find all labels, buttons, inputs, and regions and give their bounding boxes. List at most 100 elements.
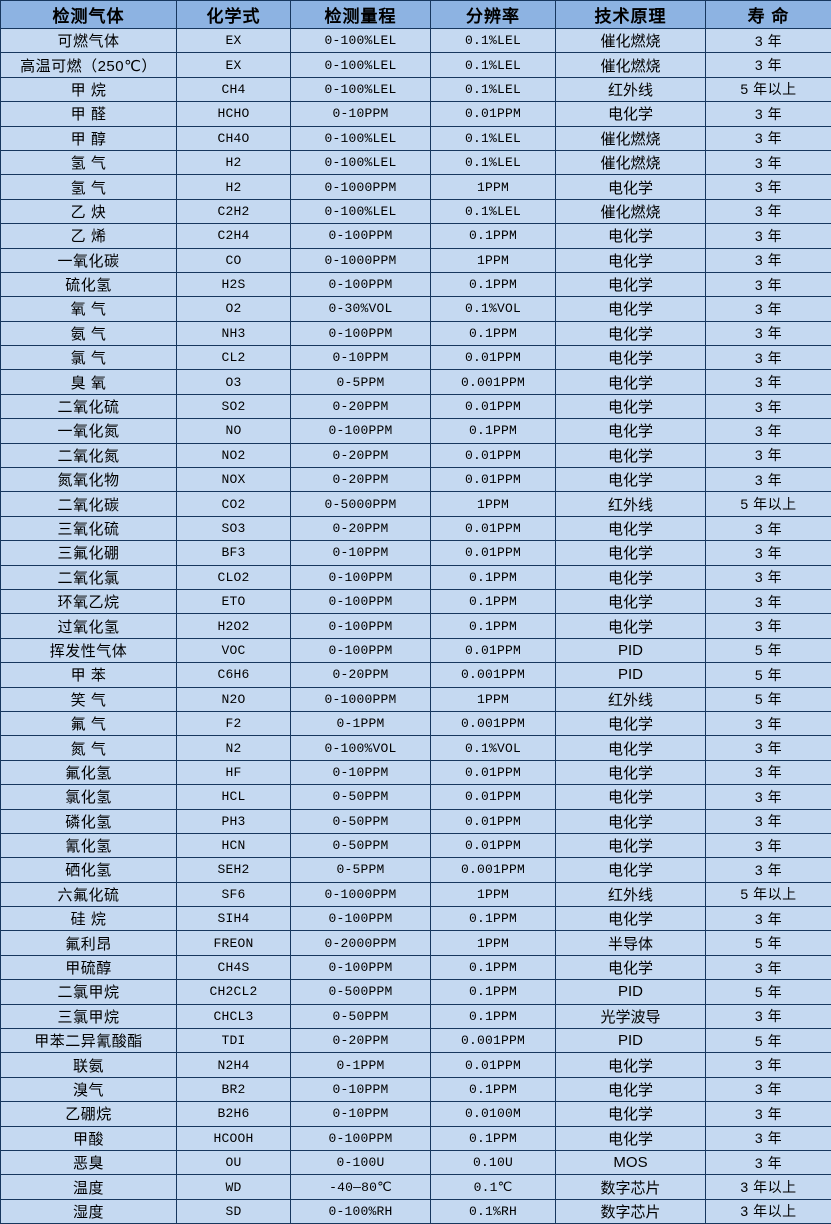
cell-resolution: 0.01PPM [431,541,556,565]
cell-technology-principle: MOS [556,1150,706,1174]
cell-detection-range: 0-100%LEL [291,53,431,77]
cell-detection-range: -40—80℃ [291,1175,431,1199]
cell-gas-name: 高温可燃（250℃） [1,53,177,77]
cell-resolution: 0.1%VOL [431,736,556,760]
cell-gas-name: 氰化氢 [1,833,177,857]
cell-chemical-formula: HCOOH [177,1126,291,1150]
cell-lifespan: 3 年以上 [706,1175,831,1199]
cell-lifespan: 3 年 [706,346,831,370]
cell-technology-principle: 电化学 [556,468,706,492]
cell-lifespan: 3 年 [706,1053,831,1077]
cell-lifespan: 3 年 [706,224,831,248]
cell-chemical-formula: C2H4 [177,224,291,248]
cell-detection-range: 0-50PPM [291,785,431,809]
cell-resolution: 0.001PPM [431,858,556,882]
cell-gas-name: 三氧化硫 [1,516,177,540]
cell-resolution: 0.01PPM [431,394,556,418]
cell-technology-principle: 电化学 [556,419,706,443]
cell-detection-range: 0-100%LEL [291,126,431,150]
cell-chemical-formula: HCHO [177,102,291,126]
cell-lifespan: 3 年 [706,833,831,857]
cell-gas-name: 温度 [1,1175,177,1199]
cell-technology-principle: 催化燃烧 [556,199,706,223]
cell-technology-principle: 催化燃烧 [556,29,706,53]
cell-detection-range: 0-20PPM [291,1029,431,1053]
cell-gas-name: 过氧化氢 [1,614,177,638]
cell-lifespan: 3 年 [706,711,831,735]
cell-gas-name: 联氨 [1,1053,177,1077]
cell-detection-range: 0-20PPM [291,468,431,492]
cell-technology-principle: 电化学 [556,394,706,418]
cell-gas-name: 六氟化硫 [1,882,177,906]
cell-technology-principle: 电化学 [556,272,706,296]
cell-chemical-formula: H2O2 [177,614,291,638]
cell-detection-range: 0-1PPM [291,711,431,735]
cell-chemical-formula: BF3 [177,541,291,565]
cell-lifespan: 3 年 [706,53,831,77]
cell-resolution: 0.1PPM [431,907,556,931]
cell-gas-name: 三氯甲烷 [1,1004,177,1028]
cell-lifespan: 3 年 [706,1126,831,1150]
cell-lifespan: 3 年 [706,736,831,760]
cell-resolution: 0.001PPM [431,370,556,394]
cell-technology-principle: PID [556,980,706,1004]
cell-detection-range: 0-100%LEL [291,77,431,101]
cell-gas-name: 挥发性气体 [1,638,177,662]
cell-chemical-formula: TDI [177,1029,291,1053]
cell-gas-name: 氢 气 [1,150,177,174]
cell-technology-principle: 电化学 [556,858,706,882]
cell-lifespan: 5 年 [706,638,831,662]
cell-resolution: 0.1PPM [431,614,556,638]
cell-technology-principle: 半导体 [556,931,706,955]
cell-lifespan: 3 年 [706,321,831,345]
cell-resolution: 0.1%LEL [431,77,556,101]
cell-gas-name: 一氧化碳 [1,248,177,272]
cell-technology-principle: 催化燃烧 [556,150,706,174]
cell-chemical-formula: FREON [177,931,291,955]
cell-technology-principle: 电化学 [556,809,706,833]
cell-gas-name: 笑 气 [1,687,177,711]
cell-lifespan: 3 年 [706,955,831,979]
cell-resolution: 0.1%LEL [431,150,556,174]
cell-gas-name: 环氧乙烷 [1,589,177,613]
cell-chemical-formula: SO3 [177,516,291,540]
cell-gas-name: 硫化氢 [1,272,177,296]
cell-gas-name: 甲 醇 [1,126,177,150]
cell-gas-name: 溴气 [1,1077,177,1101]
cell-lifespan: 3 年 [706,1004,831,1028]
cell-technology-principle: PID [556,1029,706,1053]
cell-chemical-formula: H2 [177,150,291,174]
cell-gas-name: 氯 气 [1,346,177,370]
cell-resolution: 1PPM [431,687,556,711]
cell-detection-range: 0-100%LEL [291,199,431,223]
cell-chemical-formula: N2O [177,687,291,711]
cell-chemical-formula: CO [177,248,291,272]
cell-resolution: 1PPM [431,882,556,906]
cell-lifespan: 3 年 [706,907,831,931]
cell-resolution: 0.1PPM [431,321,556,345]
cell-technology-principle: 电化学 [556,248,706,272]
cell-detection-range: 0-100U [291,1150,431,1174]
cell-technology-principle: 红外线 [556,77,706,101]
cell-detection-range: 0-100PPM [291,614,431,638]
cell-lifespan: 5 年以上 [706,492,831,516]
cell-gas-name: 氟利昂 [1,931,177,955]
cell-technology-principle: 红外线 [556,492,706,516]
cell-resolution: 0.01PPM [431,638,556,662]
